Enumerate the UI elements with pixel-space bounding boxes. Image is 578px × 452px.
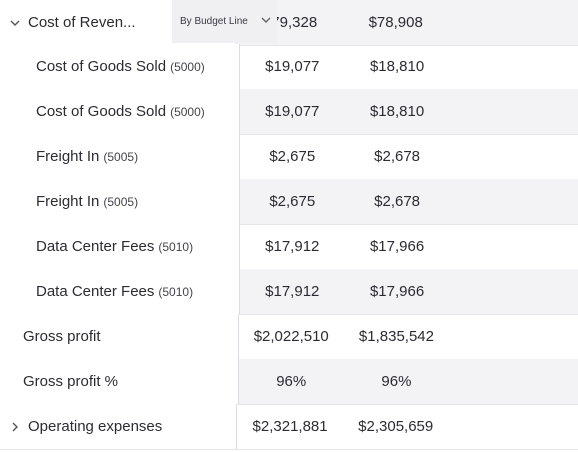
value-cell: 96% — [343, 359, 450, 404]
value-cell: $17,912 — [265, 238, 320, 255]
row-label-cell: Data Center Fees (5010) — [0, 269, 240, 314]
value-cell — [450, 224, 578, 269]
row-label-cell: Data Center Fees (5010) — [0, 224, 240, 269]
gross-profit-label: Gross profit — [23, 328, 101, 345]
value-cell: $18,810 — [369, 58, 425, 75]
value-cell — [448, 0, 578, 45]
row-label-cell: Gross profit — [0, 314, 239, 359]
table-row: Cost of Goods Sold (5000) $19,077 $18,81… — [0, 89, 578, 135]
value-cell — [450, 44, 578, 89]
value-cell: $2,675 — [269, 148, 316, 165]
operating-expenses-row: Operating expenses $2,321,881 $2,305,659 — [0, 404, 578, 450]
table-row: Cost of Goods Sold (5000) $19,077 $18,81… — [0, 44, 578, 90]
value-cell: $17,966 — [369, 238, 425, 255]
table-row: Data Center Fees (5010) $17,912 $17,966 — [0, 224, 578, 270]
value-cell — [449, 179, 578, 224]
value-cell — [449, 359, 578, 404]
cost-of-revenue-row: Cost of Reven... By Budget Line $79,328 … — [0, 0, 578, 46]
cost-of-revenue-label[interactable]: Cost of Reven... — [28, 14, 136, 31]
value-cell: $2,678 — [374, 148, 421, 165]
account-code: (5010) — [158, 284, 194, 299]
gross-profit-pct-row: Gross profit % 96% 96% — [0, 359, 578, 405]
row-label-cell: Freight In (5005) — [0, 179, 240, 224]
row-label-cell: Cost of Goods Sold (5000) — [0, 89, 240, 134]
account-code: (5005) — [103, 149, 139, 164]
account-code: (5005) — [103, 194, 139, 209]
row-label-cell: Gross profit % — [0, 359, 239, 404]
table-row: Data Center Fees (5010) $17,912 $17,966 — [0, 269, 578, 315]
chevron-right-icon[interactable] — [8, 420, 22, 434]
row-label: Cost of Goods Sold — [36, 58, 167, 75]
value-cell: 96% — [238, 359, 344, 404]
value-cell — [449, 269, 578, 314]
value-cell: $18,810 — [344, 89, 450, 134]
account-code: (5010) — [158, 239, 194, 254]
group-by-dropdown-label: By Budget Line — [180, 16, 248, 27]
value-cell: $2,022,510 — [253, 328, 329, 345]
chevron-down-icon — [261, 15, 271, 28]
value-cell: $2,305,659 — [358, 418, 434, 435]
operating-expenses-label[interactable]: Operating expenses — [28, 418, 163, 435]
value-cell — [449, 404, 578, 449]
group-by-dropdown[interactable]: By Budget Line — [172, 0, 277, 43]
gross-profit-row: Gross profit $2,022,510 $1,835,542 — [0, 314, 578, 360]
value-cell: $1,835,542 — [358, 328, 434, 345]
value-cell: $78,908 — [342, 0, 449, 45]
account-code: (5000) — [170, 59, 205, 74]
value-cell: $17,912 — [239, 269, 345, 314]
row-label: Cost of Goods Sold — [36, 103, 167, 120]
value-cell — [449, 314, 578, 359]
value-cell — [449, 89, 578, 134]
value-cell: $2,321,881 — [252, 418, 328, 435]
account-code: (5000) — [170, 104, 205, 119]
cost-of-revenue-label-cell: Cost of Reven... By Budget Line — [0, 0, 277, 45]
row-label: Data Center Fees — [36, 283, 155, 300]
row-label: Data Center Fees — [36, 238, 155, 255]
value-cell: $2,675 — [239, 179, 345, 224]
value-cell: $19,077 — [239, 89, 345, 134]
value-cell: $2,678 — [344, 179, 450, 224]
row-label-cell: Operating expenses — [0, 404, 238, 449]
table-row: Freight In (5005) $2,675 $2,678 — [0, 134, 578, 180]
value-cell: $19,077 — [265, 58, 320, 75]
value-cell — [450, 134, 578, 179]
chevron-down-icon[interactable] — [8, 16, 22, 30]
row-label-cell: Cost of Goods Sold (5000) — [0, 44, 240, 89]
row-label-cell: Freight In (5005) — [0, 134, 240, 179]
gross-profit-pct-label: Gross profit % — [23, 373, 119, 390]
table-row: Freight In (5005) $2,675 $2,678 — [0, 179, 578, 225]
row-label: Freight In — [36, 148, 100, 165]
row-label: Freight In — [36, 193, 100, 210]
value-cell: $17,966 — [344, 269, 450, 314]
